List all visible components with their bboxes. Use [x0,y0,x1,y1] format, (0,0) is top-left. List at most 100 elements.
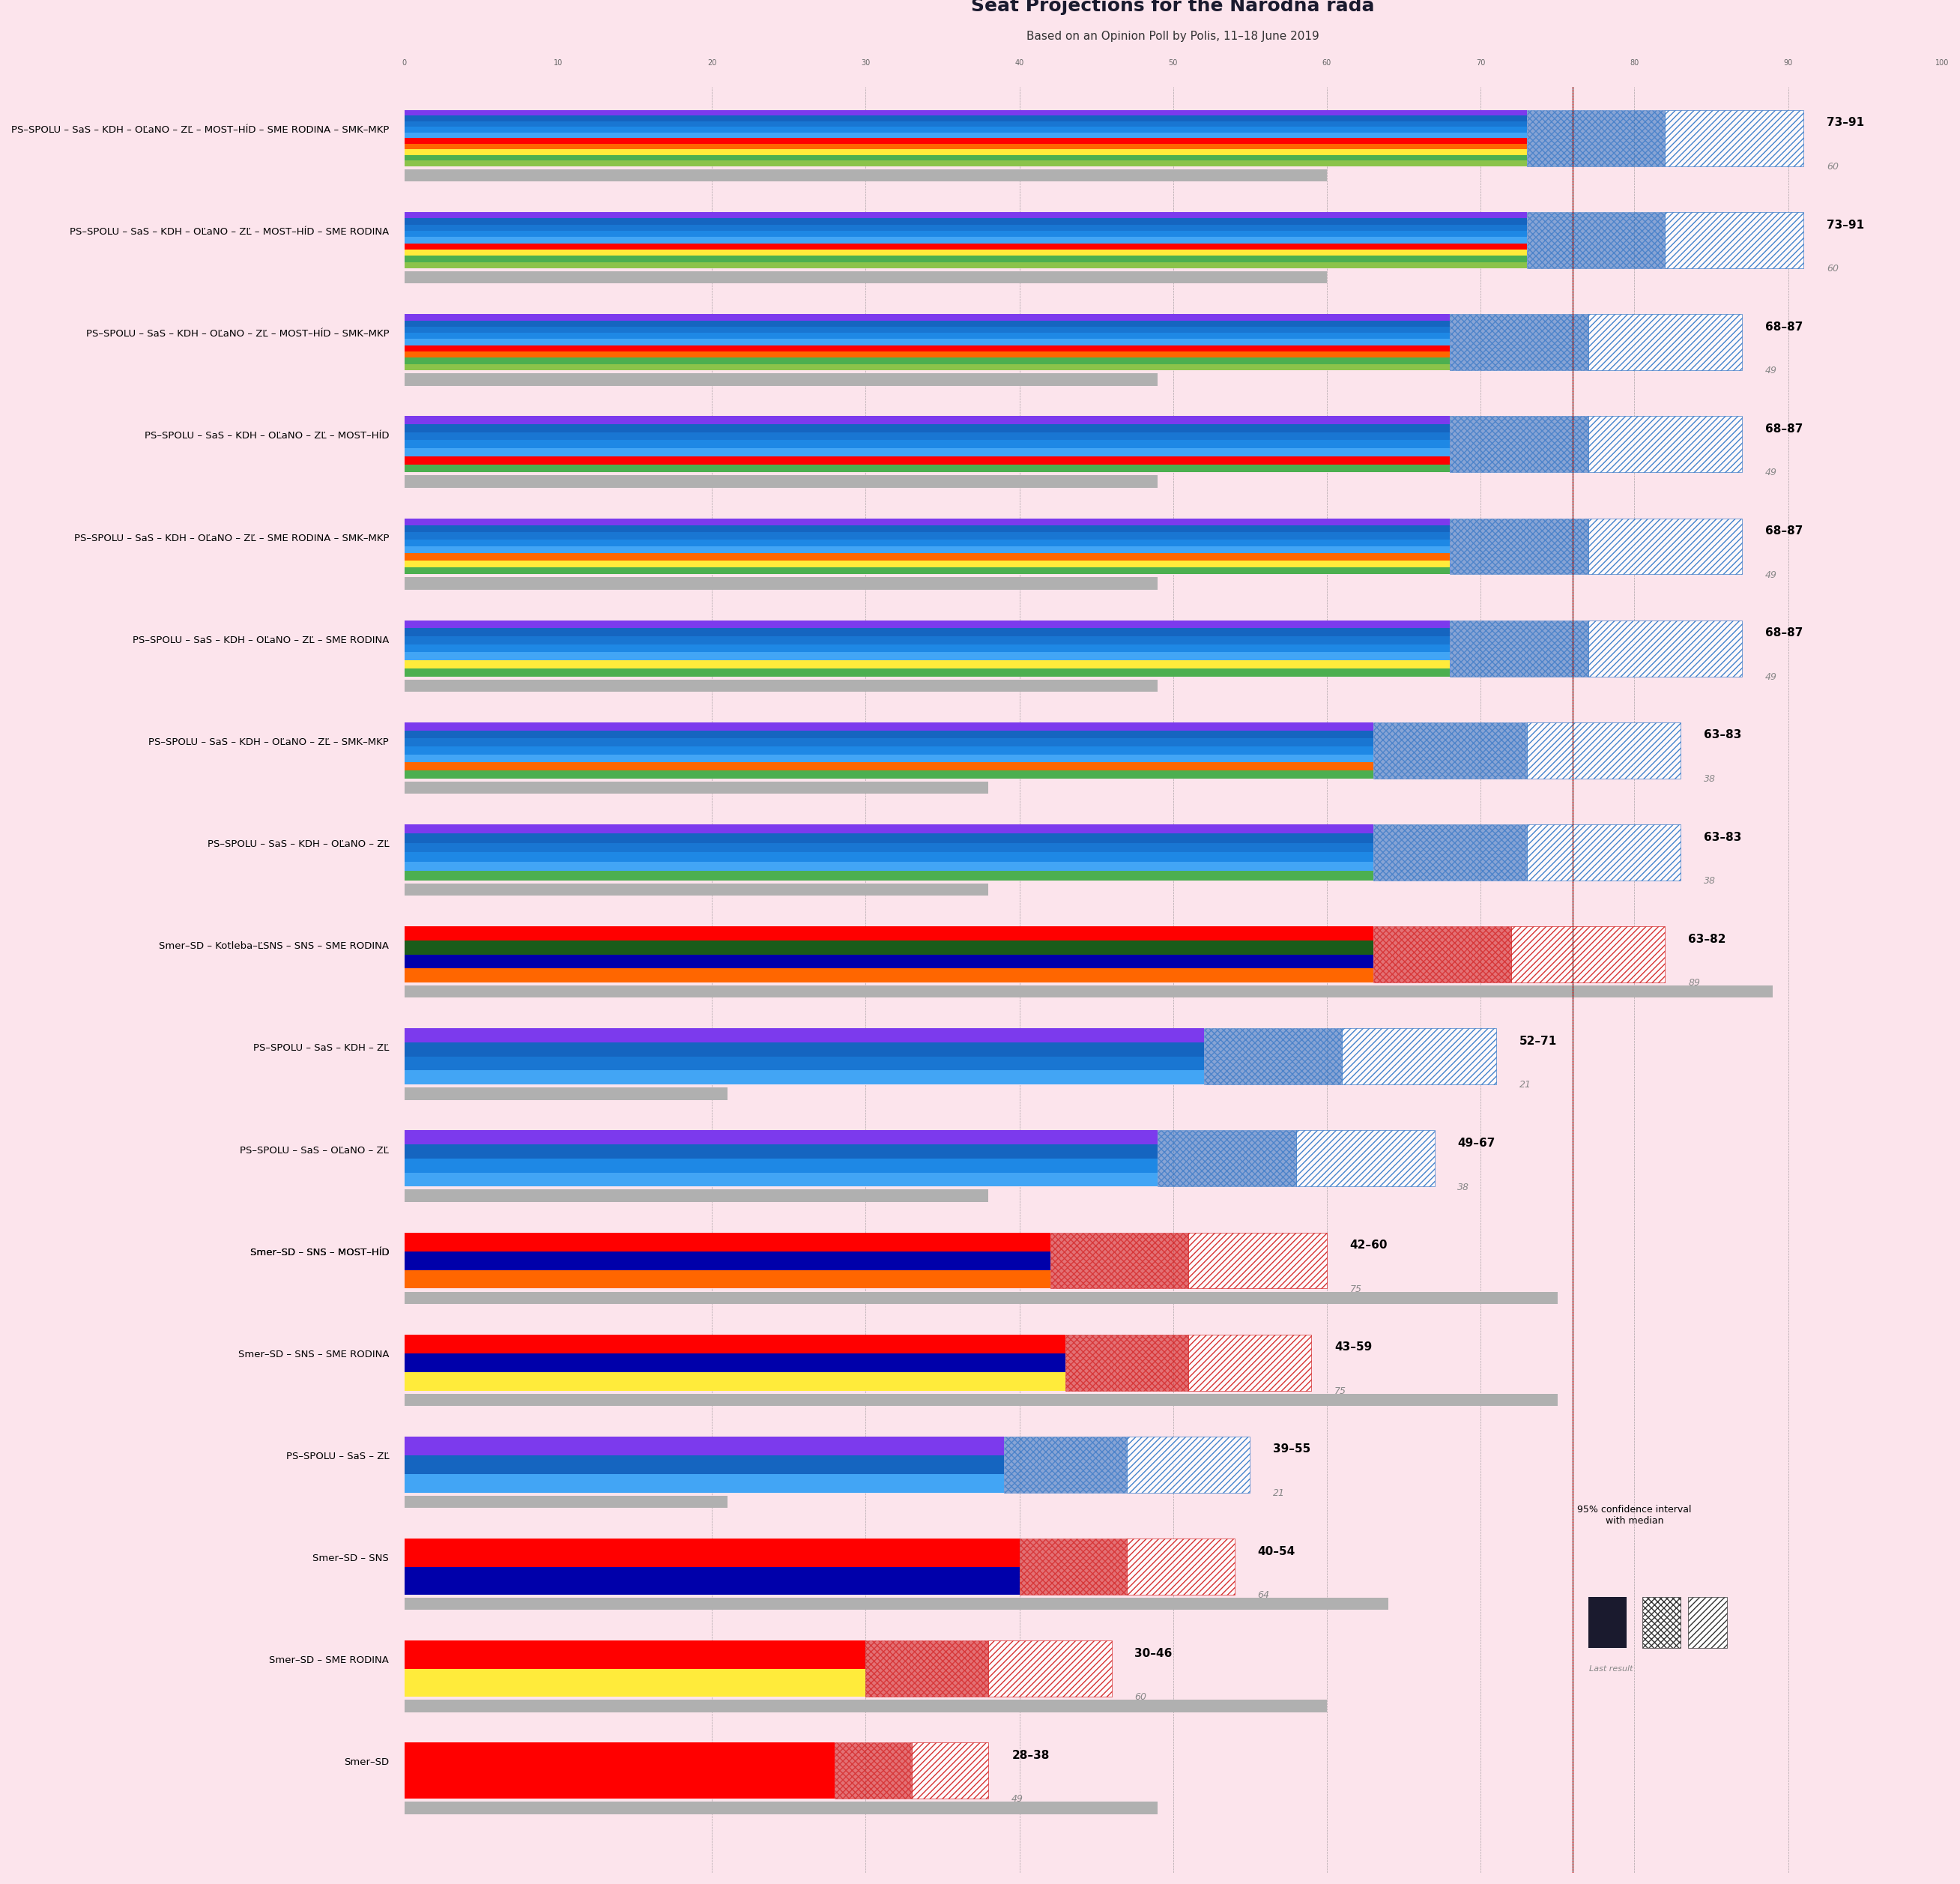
Bar [1158,1130,1296,1187]
Bar [404,262,1527,268]
Text: 70: 70 [1476,58,1486,66]
Bar [404,154,1527,160]
Bar [404,533,1450,539]
Bar [404,149,1527,154]
Text: 60: 60 [1135,1692,1147,1701]
Bar [404,680,1158,691]
Bar [404,669,1450,676]
Bar [1527,109,1666,166]
Bar [404,373,1158,386]
Bar [404,219,1527,224]
Bar [404,1334,1066,1353]
Bar [404,170,1327,181]
Text: 38: 38 [1703,876,1715,885]
Text: Smer–SD – Kotleba–ĽSNS – SNS – SME RODINA: Smer–SD – Kotleba–ĽSNS – SNS – SME RODIN… [159,942,388,951]
Bar [404,109,1527,115]
Text: 73–91: 73–91 [1827,117,1864,128]
Text: 63–83: 63–83 [1703,831,1740,842]
Bar [1450,620,1588,676]
Text: 90: 90 [1784,58,1793,66]
Text: 30–46: 30–46 [1135,1648,1172,1660]
Bar [404,884,988,895]
Bar [404,842,1374,852]
Text: PS–SPOLU – SaS – OĽaNO – ZĽ: PS–SPOLU – SaS – OĽaNO – ZĽ [239,1145,388,1155]
Text: 49: 49 [1766,365,1778,375]
Bar [404,1189,988,1202]
Bar [404,271,1327,283]
Bar [1051,1232,1188,1289]
Bar [404,1232,1051,1251]
Bar [404,1057,1203,1070]
Text: Smer–SD – SNS – MOST–HÍD: Smer–SD – SNS – MOST–HÍD [249,1247,388,1257]
Bar [404,1669,866,1697]
Bar [404,722,1374,731]
Text: PS–SPOLU – SaS – KDH – ZĽ: PS–SPOLU – SaS – KDH – ZĽ [253,1044,388,1053]
Bar [404,121,1527,126]
Bar [404,224,1527,232]
Bar [404,940,1374,955]
Bar [404,763,1374,771]
Bar [404,143,1527,149]
Text: 43–59: 43–59 [1335,1341,1372,1353]
Text: 63–82: 63–82 [1688,933,1727,944]
Bar [404,1292,1558,1304]
Bar [404,160,1527,166]
Bar [404,1251,1051,1270]
Bar [404,539,1450,546]
Bar [404,927,1374,940]
Bar [404,554,1450,560]
Bar [404,1087,727,1100]
Bar [404,955,1374,968]
Bar [404,237,1527,243]
Text: 50: 50 [1168,58,1178,66]
Text: PS–SPOLU – SaS – KDH – OĽaNO – ZĽ – MOST–HÍD – SME RODINA – SMK–MKP: PS–SPOLU – SaS – KDH – OĽaNO – ZĽ – MOST… [12,124,388,136]
Text: 49: 49 [1766,571,1778,580]
Bar [404,456,1450,463]
Bar [404,754,1374,763]
Text: 38: 38 [1703,774,1715,784]
Bar [404,333,1450,339]
Bar [404,835,1374,842]
Bar [404,243,1527,249]
Text: 89: 89 [1688,978,1699,987]
Bar [404,659,1450,669]
Bar [404,126,1527,132]
Text: PS–SPOLU – SaS – KDH – OĽaNO – ZĽ – SME RODINA: PS–SPOLU – SaS – KDH – OĽaNO – ZĽ – SME … [133,635,388,644]
Text: PS–SPOLU – SaS – KDH – OĽaNO – ZĽ – MOST–HÍD – SMK–MKP: PS–SPOLU – SaS – KDH – OĽaNO – ZĽ – MOST… [86,330,388,339]
Bar [404,546,1450,554]
Text: 63–83: 63–83 [1703,729,1740,740]
Bar [404,1159,1158,1172]
Bar [404,448,1450,456]
Bar [1588,620,1742,676]
Bar [404,620,1450,627]
Bar [404,1743,835,1799]
Text: Smer–SD – SNS – SME RODINA: Smer–SD – SNS – SME RODINA [237,1349,388,1358]
Bar [404,985,1772,999]
Bar [1127,1539,1235,1594]
Bar [404,637,1450,644]
Bar [1666,213,1803,268]
Bar [404,424,1450,431]
Text: 30: 30 [860,58,870,66]
Text: 49: 49 [1766,467,1778,479]
Text: 75: 75 [1350,1285,1362,1294]
Bar [404,115,1527,121]
Bar [404,256,1527,262]
Bar [1066,1334,1188,1390]
Bar [866,1641,988,1697]
Bar [404,861,1374,870]
Text: 42–60: 42–60 [1350,1240,1388,1251]
Text: 21: 21 [1274,1488,1286,1498]
Bar [404,652,1450,659]
Bar [1688,1598,1727,1648]
Text: 49–67: 49–67 [1458,1138,1495,1149]
Text: 60: 60 [1323,58,1331,66]
Text: 40: 40 [1015,58,1023,66]
Bar [404,345,1450,352]
Bar [1588,315,1742,371]
Text: Smer–SD: Smer–SD [343,1758,388,1767]
Bar [404,416,1450,424]
Bar [1203,1029,1343,1085]
Bar [404,138,1527,143]
Bar [404,1473,1004,1492]
